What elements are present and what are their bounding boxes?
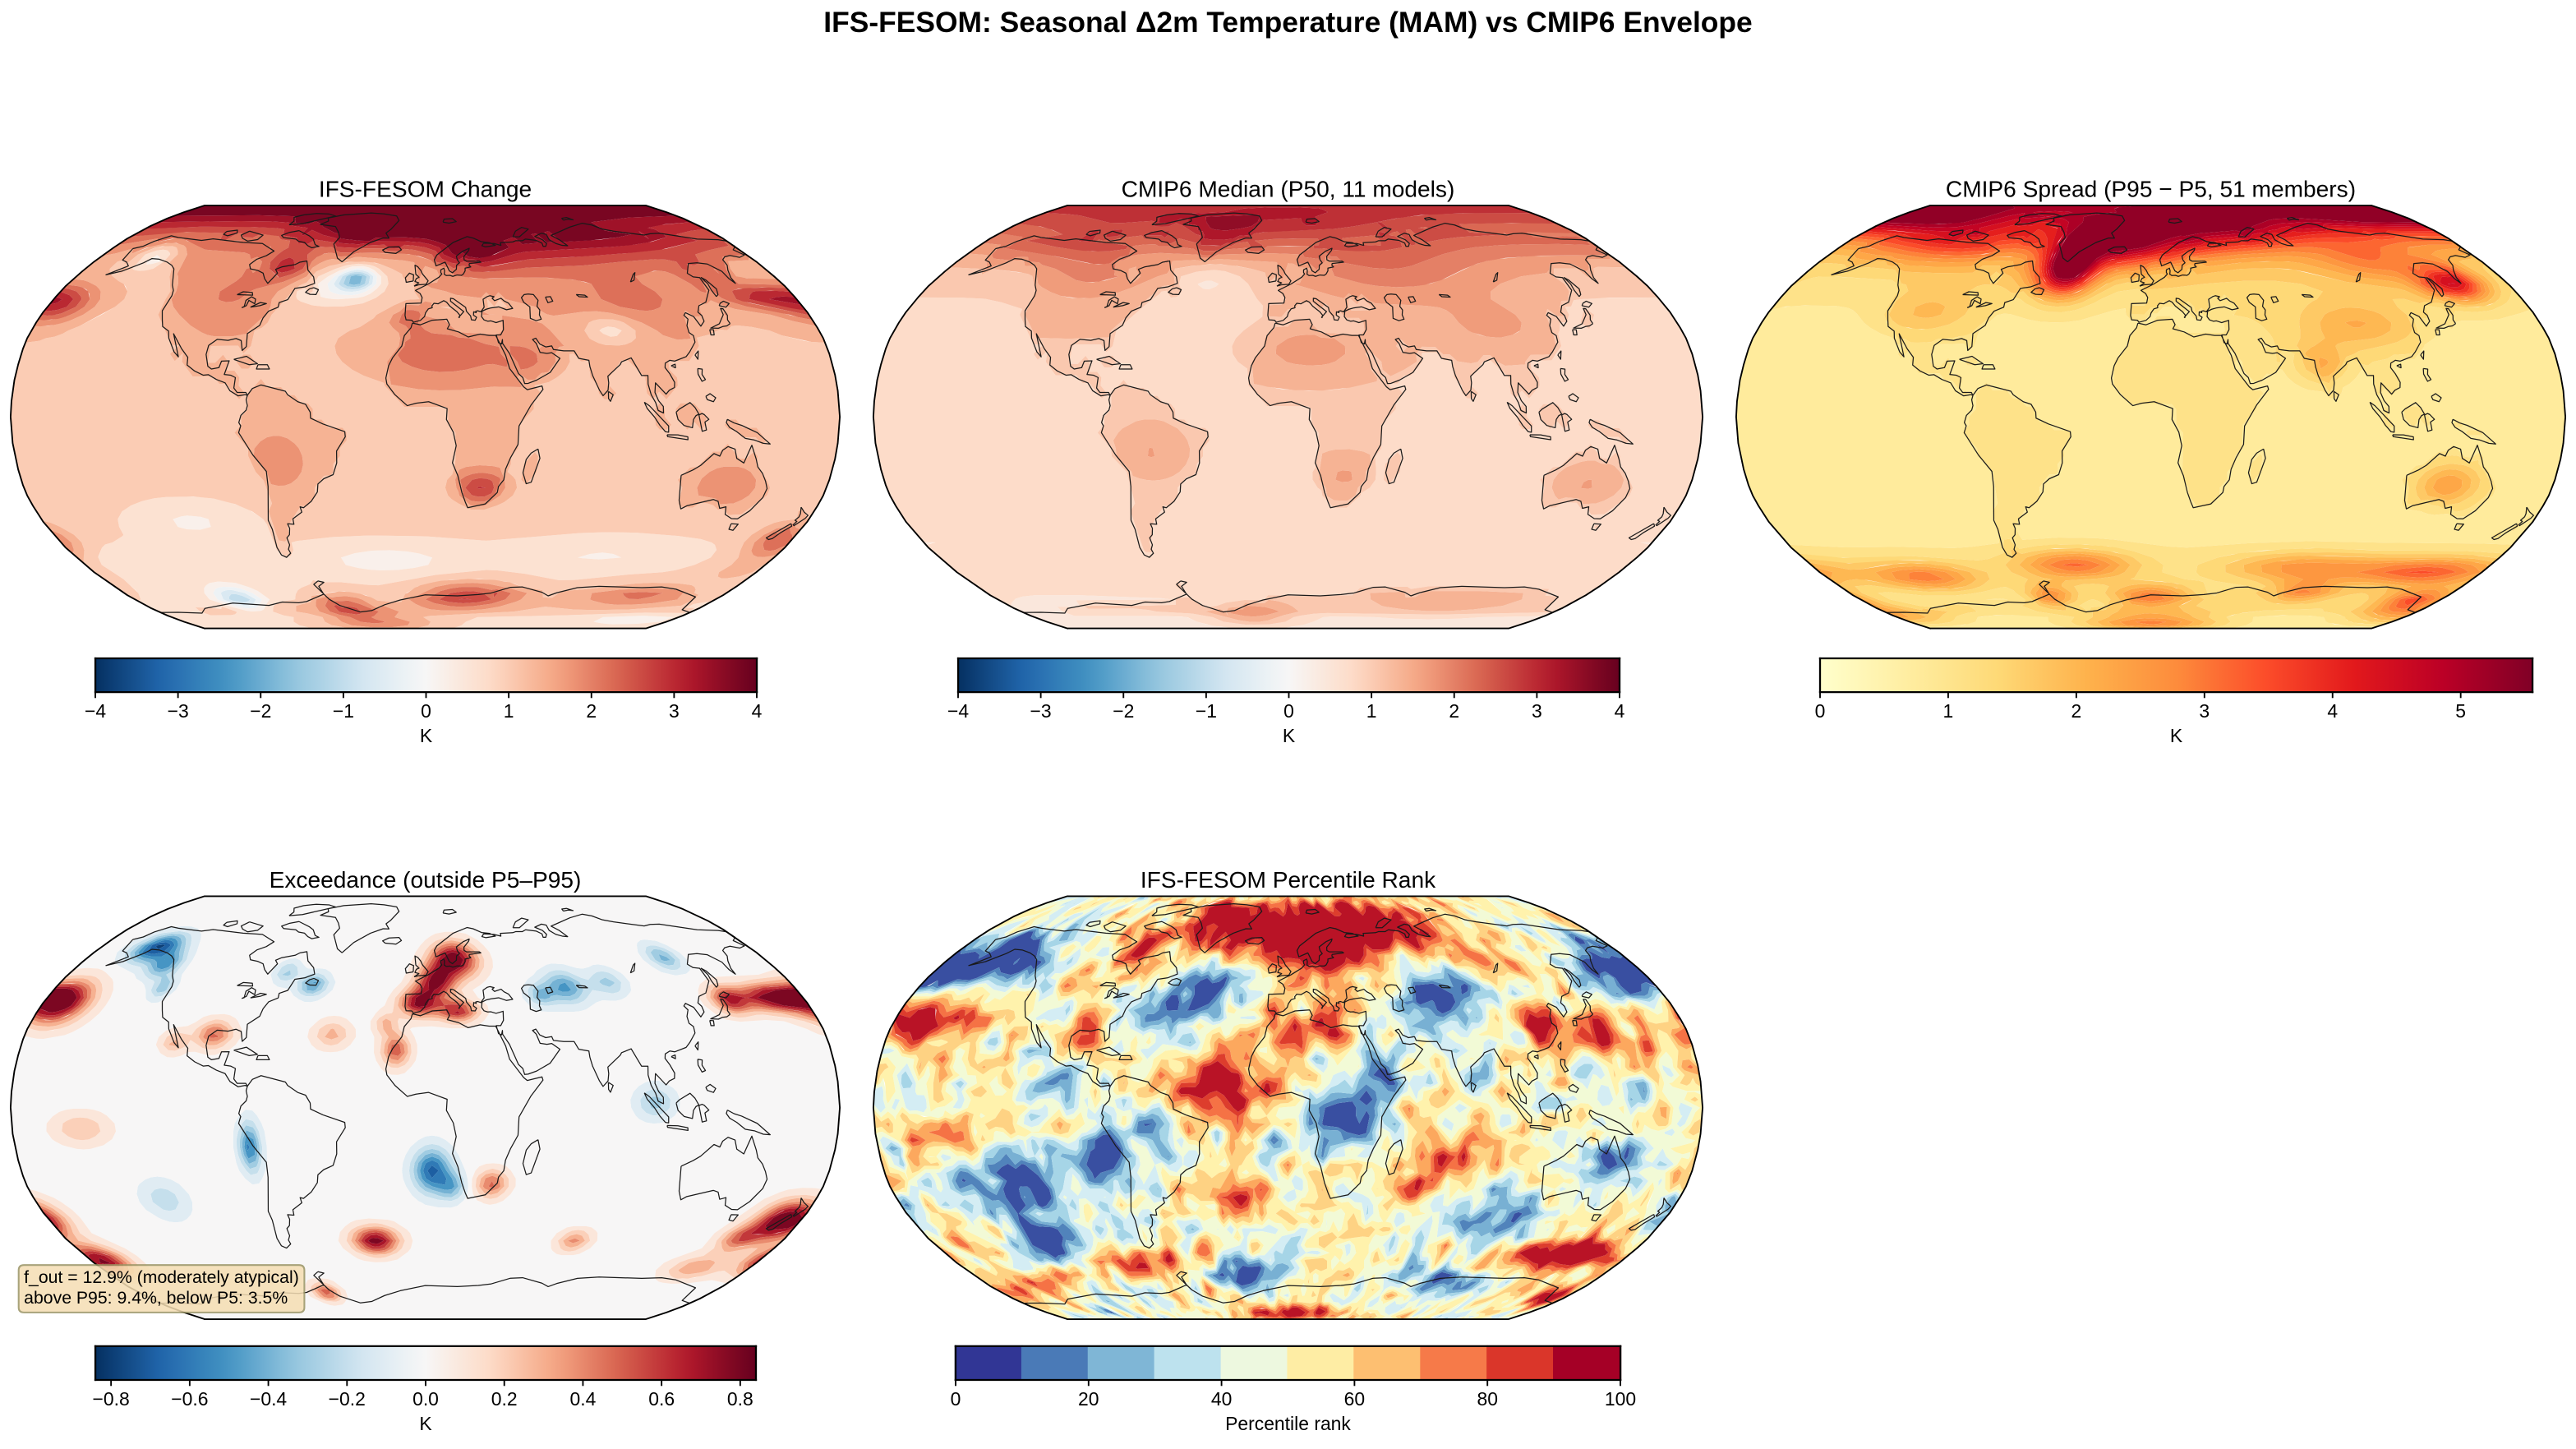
svg-text:3: 3 (669, 700, 680, 722)
svg-text:−0.2: −0.2 (329, 1388, 366, 1410)
svg-text:−2: −2 (1113, 700, 1134, 722)
svg-text:0: 0 (1283, 700, 1294, 722)
svg-text:1: 1 (504, 700, 514, 722)
svg-text:0.0: 0.0 (412, 1388, 439, 1410)
svg-text:0: 0 (951, 1388, 961, 1410)
svg-text:−3: −3 (168, 700, 189, 722)
svg-text:K: K (420, 725, 433, 746)
svg-text:20: 20 (1078, 1388, 1099, 1410)
svg-text:4: 4 (752, 700, 763, 722)
svg-text:K: K (1283, 725, 1296, 746)
svg-text:3: 3 (1532, 700, 1542, 722)
svg-text:Percentile rank: Percentile rank (1225, 1413, 1351, 1434)
svg-text:2: 2 (1449, 700, 1459, 722)
svg-text:f_out = 12.9% (moderately atyp: f_out = 12.9% (moderately atypical) (24, 1267, 299, 1287)
svg-text:5: 5 (2455, 700, 2466, 722)
svg-text:40: 40 (1211, 1388, 1232, 1410)
svg-text:above P95: 9.4%, below P5: 3.5: above P95: 9.4%, below P5: 3.5% (24, 1288, 288, 1308)
svg-text:IFS-FESOM Percentile Rank: IFS-FESOM Percentile Rank (1141, 867, 1436, 893)
svg-text:−0.6: −0.6 (171, 1388, 208, 1410)
svg-text:CMIP6 Spread (P95 − P5, 51 mem: CMIP6 Spread (P95 − P5, 51 members) (1946, 177, 2356, 202)
svg-text:2: 2 (2071, 700, 2081, 722)
svg-text:−0.8: −0.8 (93, 1388, 130, 1410)
svg-text:3: 3 (2199, 700, 2210, 722)
svg-text:0.2: 0.2 (491, 1388, 518, 1410)
svg-text:CMIP6 Median (P50, 11 models): CMIP6 Median (P50, 11 models) (1122, 177, 1455, 202)
svg-text:Exceedance (outside P5–P95): Exceedance (outside P5–P95) (270, 867, 582, 893)
svg-text:IFS-FESOM: Seasonal Δ2m Temper: IFS-FESOM: Seasonal Δ2m Temperature (MAM… (823, 6, 1753, 39)
svg-text:0: 0 (1815, 700, 1826, 722)
svg-text:1: 1 (1366, 700, 1377, 722)
svg-text:2: 2 (586, 700, 597, 722)
svg-text:−0.4: −0.4 (250, 1388, 287, 1410)
svg-text:0.4: 0.4 (570, 1388, 597, 1410)
svg-text:−1: −1 (333, 700, 354, 722)
svg-text:IFS-FESOM Change: IFS-FESOM Change (319, 177, 532, 202)
svg-text:80: 80 (1477, 1388, 1497, 1410)
svg-text:0.8: 0.8 (727, 1388, 753, 1410)
svg-text:1: 1 (1943, 700, 1954, 722)
svg-text:0.6: 0.6 (648, 1388, 675, 1410)
svg-text:4: 4 (2327, 700, 2338, 722)
svg-text:−2: −2 (250, 700, 271, 722)
svg-text:0: 0 (421, 700, 431, 722)
svg-text:−4: −4 (947, 700, 969, 722)
svg-text:K: K (419, 1413, 432, 1434)
svg-text:100: 100 (1605, 1388, 1636, 1410)
svg-text:−1: −1 (1196, 700, 1217, 722)
svg-text:−3: −3 (1030, 700, 1052, 722)
svg-text:60: 60 (1344, 1388, 1365, 1410)
svg-text:−4: −4 (85, 700, 106, 722)
svg-text:K: K (2170, 725, 2183, 746)
svg-text:4: 4 (1615, 700, 1625, 722)
